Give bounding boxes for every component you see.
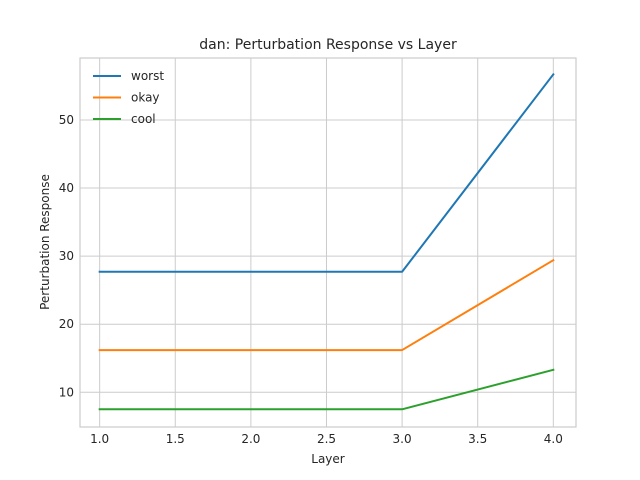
x-axis-label: Layer (311, 452, 345, 466)
legend: worst okay cool (93, 69, 164, 126)
x-tick-label: 1.0 (90, 432, 109, 446)
series-line-okay (98, 258, 555, 352)
y-axis-label: Perturbation Response (38, 174, 52, 310)
chart-title: dan: Perturbation Response vs Layer (199, 37, 457, 53)
x-tick-label: 4.0 (544, 432, 563, 446)
series-line-worst (98, 72, 555, 273)
x-tick-label: 3.5 (468, 432, 487, 446)
y-tick-label: 50 (59, 113, 74, 127)
series-line-cool (98, 368, 555, 411)
legend-label-worst: worst (131, 69, 164, 83)
y-tick-labels: 10 20 30 40 50 (59, 113, 74, 399)
legend-label-cool: cool (131, 112, 156, 126)
y-tick-label: 10 (59, 385, 74, 399)
x-tick-label: 2.5 (317, 432, 336, 446)
x-tick-label: 3.0 (393, 432, 412, 446)
grid (80, 58, 576, 427)
y-tick-label: 30 (59, 249, 74, 263)
x-tick-label: 2.0 (241, 432, 260, 446)
y-tick-label: 40 (59, 181, 74, 195)
x-tick-label: 1.5 (166, 432, 185, 446)
series-lines (98, 72, 555, 411)
plot-frame (79, 57, 577, 428)
x-tick-labels: 1.0 1.5 2.0 2.5 3.0 3.5 4.0 (90, 432, 563, 446)
legend-label-okay: okay (131, 91, 160, 105)
y-tick-label: 20 (59, 317, 74, 331)
